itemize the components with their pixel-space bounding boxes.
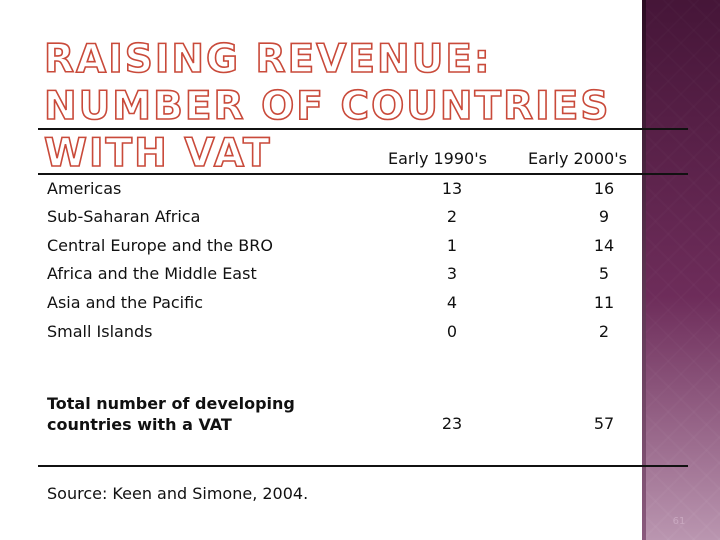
row-label-asia-pacific: Asia and the Pacific [47, 293, 203, 312]
cell-sub-saharan-africa-2000s: 9 [598, 207, 610, 226]
source-citation: Source: Keen and Simone, 2004. [47, 484, 309, 503]
cell-africa-middle-east-2000s: 5 [598, 264, 610, 283]
row-label-central-europe-bro: Central Europe and the BRO [47, 236, 273, 255]
row-label-total: Total number of developing countries wit… [47, 394, 295, 434]
slide-title: RAISING REVENUE: NUMBER OF COUNTRIES WIT… [43, 36, 611, 177]
row-label-small-islands: Small Islands [47, 322, 153, 341]
cell-central-europe-bro-1990s: 1 [446, 236, 458, 255]
cell-central-europe-bro-2000s: 14 [593, 236, 615, 255]
cell-asia-pacific-2000s: 11 [593, 293, 615, 312]
cell-total-2000s: 57 [593, 414, 615, 433]
cell-africa-middle-east-1990s: 3 [446, 264, 458, 283]
cell-small-islands-2000s: 2 [598, 322, 610, 341]
slide-number: 61 [672, 516, 686, 527]
cell-americas-2000s: 16 [593, 179, 615, 198]
table-top-rule [38, 128, 688, 130]
column-header-early-2000s: Early 2000's [528, 149, 627, 168]
cell-asia-pacific-1990s: 4 [446, 293, 458, 312]
row-label-sub-saharan-africa: Sub-Saharan Africa [47, 207, 201, 226]
table-bottom-rule [38, 465, 688, 467]
column-header-early-1990s: Early 1990's [388, 149, 487, 168]
decorative-side-panel [642, 0, 720, 540]
row-label-americas: Americas [47, 179, 122, 198]
table-header-rule [38, 173, 688, 175]
cell-sub-saharan-africa-1990s: 2 [446, 207, 458, 226]
cell-small-islands-1990s: 0 [446, 322, 458, 341]
cell-total-1990s: 23 [441, 414, 463, 433]
row-label-africa-middle-east: Africa and the Middle East [47, 264, 257, 283]
cell-americas-1990s: 13 [441, 179, 463, 198]
